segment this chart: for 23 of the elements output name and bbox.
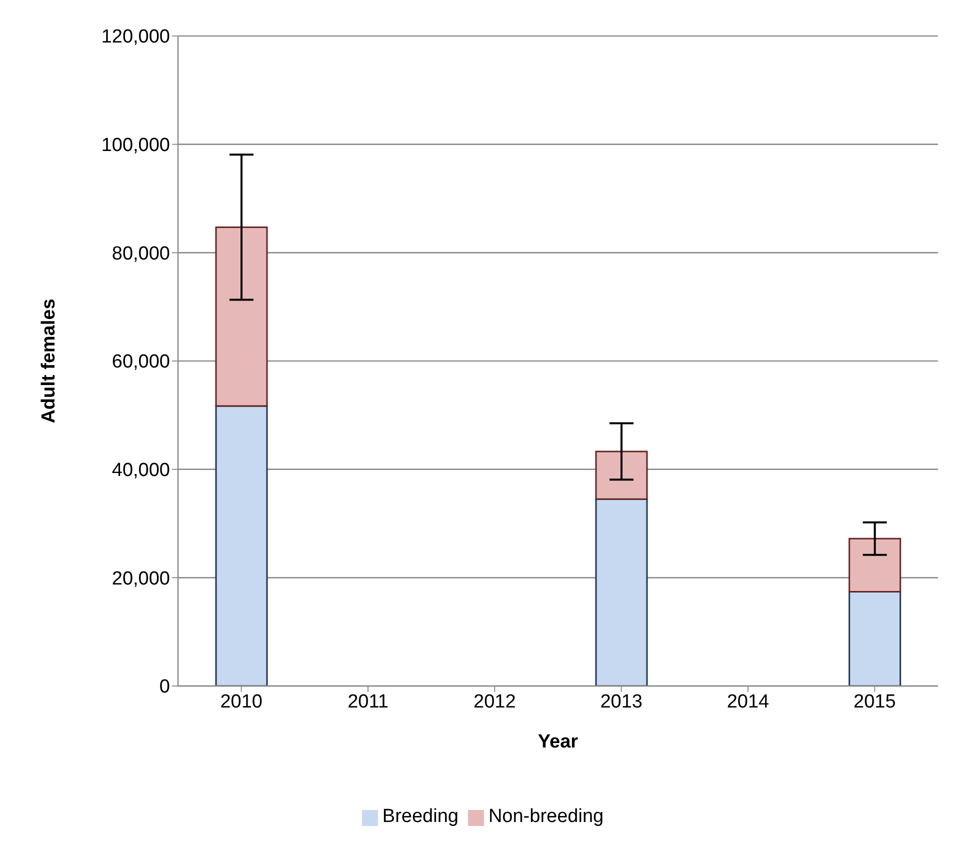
bar (595, 498, 648, 686)
x-tick-label: 2015 (854, 691, 896, 712)
x-tick-label: 2010 (220, 691, 262, 712)
legend-label: Breeding (382, 806, 458, 827)
x-tick-label: 2012 (474, 691, 516, 712)
y-tick-label: 80,000 (112, 243, 170, 264)
bar (215, 405, 268, 686)
bar (848, 591, 902, 686)
y-tick-label: 120,000 (101, 26, 170, 48)
y-tick-label: 20,000 (112, 568, 170, 590)
y-tick-label: 40,000 (112, 460, 170, 482)
bar (215, 226, 268, 407)
x-tick-label: 2011 (348, 691, 388, 712)
y-tick-label: 0 (159, 676, 170, 698)
y-tick-label: 100,000 (101, 135, 170, 156)
bar (848, 538, 902, 592)
y-tick-label: 60,000 (112, 352, 170, 373)
y-axis-title: Adult females (38, 298, 60, 424)
x-axis-title: Year (538, 731, 579, 752)
x-tick-label: 2013 (600, 691, 642, 712)
bar (595, 450, 648, 500)
legend-label: Non-breeding (488, 806, 604, 827)
x-tick-label: 2014 (726, 691, 770, 712)
